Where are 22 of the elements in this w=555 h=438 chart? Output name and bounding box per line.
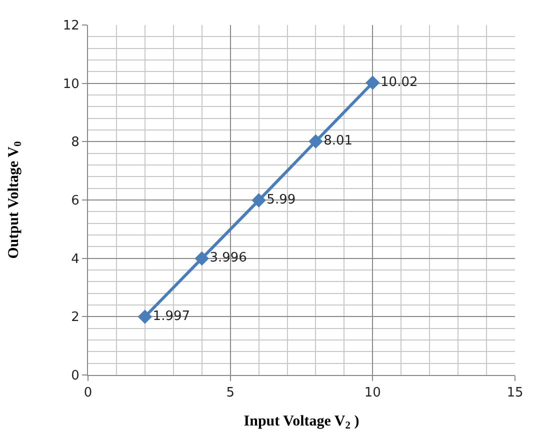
data-label: 5.99: [266, 192, 296, 208]
data-label: 1.997: [152, 309, 190, 324]
y-tick-label: 2: [71, 310, 80, 326]
x-tick-label: 0: [84, 386, 92, 401]
x-tick-label: 5: [226, 386, 234, 401]
x-tick-label: 15: [506, 386, 524, 401]
y-tick-label: 0: [71, 368, 80, 384]
y-tick-label: 8: [71, 135, 80, 150]
x-axis-title: Input Voltage V$_{2}$ ): [244, 414, 360, 432]
y-tick-label: 10: [62, 76, 80, 92]
point: [252, 193, 266, 208]
y-tick-label: 4: [71, 252, 80, 267]
data-label: 10.02: [380, 75, 418, 90]
x-tick-label: 10: [364, 386, 381, 401]
point: [366, 76, 380, 90]
data-label: 3.996: [210, 250, 247, 266]
y-tick-label: 12: [62, 18, 80, 34]
point: [138, 310, 152, 324]
point: [308, 134, 323, 149]
point: [194, 251, 210, 266]
y-tick-label: 6: [71, 194, 80, 209]
data-label: 8.01: [324, 134, 353, 149]
